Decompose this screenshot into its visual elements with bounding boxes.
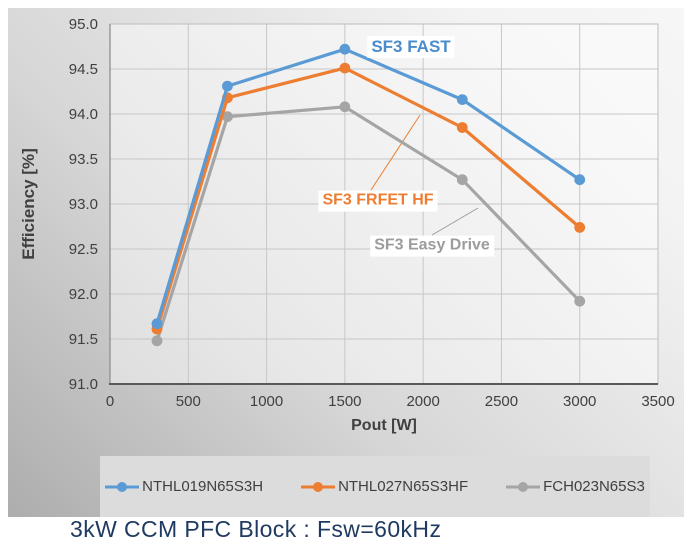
efficiency-vs-pout-plot: 0 500 1000 1500 2000 2500 3000 3500 91.0 91.5 92.0… (19, 16, 675, 434)
legend-marker-icon (301, 481, 336, 492)
data-point-nthl027n65s3hf (574, 222, 586, 233)
y-tick-label: 91.0 (69, 376, 98, 393)
y-tick-label: 93.5 (69, 151, 98, 168)
data-point-fch023n65s3 (456, 174, 468, 186)
y-tick-label: 92.5 (69, 241, 98, 258)
x-tick-label: 1500 (328, 393, 361, 410)
x-tick-label: 2000 (406, 393, 439, 410)
x-tick-label: 1000 (250, 393, 283, 410)
legend-item-nthl027n65s3hf: NTHL027N65S3HF (301, 478, 468, 495)
data-point-fch023n65s3 (574, 295, 586, 307)
y-tick-label: 91.5 (69, 331, 98, 348)
y-axis-title: Efficiency [%] (19, 148, 38, 259)
data-point-nthl019n65s3h (151, 318, 163, 330)
x-tick-label: 0 (106, 393, 114, 410)
x-tick-label: 500 (176, 393, 201, 410)
annotation-leader-line (370, 114, 421, 191)
x-tick-label: 2500 (485, 393, 518, 410)
legend: NTHL019N65S3H NTHL027N65S3HF FCH023N65S3 (100, 456, 650, 517)
y-tick-label: 95.0 (69, 16, 98, 33)
y-tick-label: 94.5 (69, 61, 98, 78)
data-point-nthl019n65s3h (339, 43, 351, 55)
x-axis-title: Pout [W] (351, 417, 417, 434)
legend-label: NTHL019N65S3H (142, 478, 264, 495)
x-tick-label: 3500 (641, 393, 674, 410)
data-point-fch023n65s3 (151, 335, 163, 347)
data-point-nthl027n65s3hf (456, 122, 468, 133)
data-point-fch023n65s3 (222, 111, 233, 123)
annotation-leader-line (431, 207, 479, 236)
data-point-nthl019n65s3h (456, 94, 468, 105)
chart-caption: 3kW CCM PFC Block : Fsw=60kHz (70, 516, 442, 542)
x-tick-label: 3000 (563, 393, 596, 410)
legend-label: NTHL027N65S3HF (338, 478, 469, 495)
legend-marker-icon (105, 481, 140, 492)
data-point-nthl027n65s3hf (339, 62, 351, 74)
y-tick-label: 94.0 (69, 106, 98, 123)
data-point-fch023n65s3 (339, 101, 351, 113)
legend-item-nthl019n65s3h: NTHL019N65S3H (105, 478, 263, 495)
data-point-nthl019n65s3h (574, 174, 586, 186)
data-point-nthl019n65s3h (222, 80, 233, 92)
y-tick-label: 93.0 (69, 196, 98, 213)
y-tick-label: 92.0 (69, 286, 98, 303)
legend-label: FCH023N65S3 (543, 478, 645, 495)
legend-item-fch023n65s3: FCH023N65S3 (506, 478, 645, 495)
legend-marker-icon (506, 481, 541, 492)
chart-figure: 0 500 1000 1500 2000 2500 3000 3500 91.0 91.5 92.0… (8, 8, 684, 517)
